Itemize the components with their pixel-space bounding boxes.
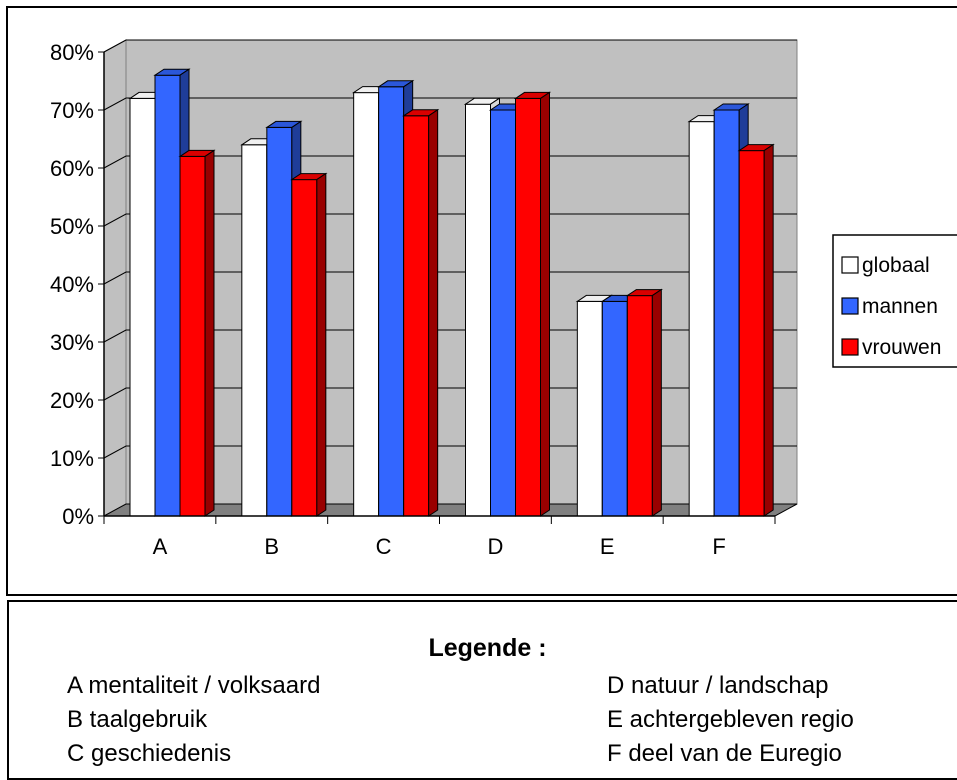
- bar-d-vrouwen: [513, 91, 552, 517]
- bar-front: [291, 179, 318, 517]
- y-tick-label: 40%: [50, 272, 94, 297]
- bar-side: [540, 91, 550, 517]
- category-legend-item-a: A mentaliteit / volksaard: [67, 672, 321, 699]
- bar-front: [266, 126, 293, 517]
- x-tick-label: D: [487, 534, 503, 559]
- bar-front: [465, 103, 491, 517]
- chart-svg: 0% 10% 20% 30% 40% 50% 60% 70% 80% A B C D E F globaal…: [6, 6, 957, 596]
- legend-label-globaal: globaal: [862, 254, 930, 277]
- gridline: [103, 213, 797, 227]
- x-tick-label: E: [600, 534, 615, 559]
- y-tick-label: 30%: [50, 330, 94, 355]
- bar-c-vrouwen: [402, 108, 440, 517]
- category-legend-item-c: C geschiedenis: [67, 740, 232, 767]
- bar-front: [241, 144, 268, 517]
- bar-front: [378, 86, 405, 517]
- y-tick-label: 0%: [62, 504, 94, 529]
- x-tick-label: B: [264, 534, 279, 559]
- bar-front: [713, 109, 740, 517]
- y-tick-label: 10%: [50, 446, 94, 471]
- category-legend-item-e: E achtergebleven regio: [607, 706, 854, 733]
- bar-front: [601, 300, 628, 517]
- gridline: [103, 329, 797, 343]
- legend-label-mannen: mannen: [862, 295, 938, 318]
- y-tick-label: 50%: [50, 214, 94, 239]
- category-legend-item-d: D natuur / landschap: [607, 672, 829, 699]
- bar-a-vrouwen: [178, 149, 216, 517]
- bar-front: [403, 115, 430, 517]
- bar-side: [428, 108, 439, 517]
- gridline: [103, 97, 797, 111]
- legend-swatch-vrouwen: [841, 338, 859, 356]
- bar-front: [688, 121, 715, 517]
- bar-side: [204, 149, 215, 517]
- legend-label-vrouwen: vrouwen: [862, 336, 941, 359]
- x-tick-label: A: [153, 534, 168, 559]
- y-tick-label: 80%: [50, 40, 94, 65]
- category-legend-item-f: F deel van de Euregio: [607, 740, 842, 767]
- bar-front: [129, 97, 156, 517]
- bar-front: [179, 155, 206, 517]
- gridline: [103, 39, 797, 53]
- bar-front: [626, 295, 653, 517]
- category-legend-item-b: B taalgebruik: [67, 706, 208, 733]
- gridline: [103, 155, 797, 169]
- bar-front: [738, 150, 765, 517]
- x-tick-label: F: [712, 534, 725, 559]
- y-tick-label: 70%: [50, 98, 94, 123]
- y-tick-label: 20%: [50, 388, 94, 413]
- gridline: [103, 271, 797, 285]
- bar-b-vrouwen: [290, 172, 328, 517]
- y-tick-label: 60%: [50, 156, 94, 181]
- gridline: [103, 445, 797, 459]
- bar-f-vrouwen: [737, 143, 775, 517]
- x-tick-label: C: [376, 534, 392, 559]
- legend-swatch-globaal: [841, 256, 859, 274]
- bar-side: [651, 288, 662, 517]
- bar-front: [490, 109, 516, 517]
- bar-side: [763, 143, 774, 517]
- bar-side: [316, 172, 327, 517]
- legend-swatch-mannen: [841, 297, 859, 315]
- bar-front: [353, 92, 380, 517]
- gridline: [103, 387, 797, 401]
- bar-front: [154, 74, 181, 517]
- bar-e-vrouwen: [625, 288, 663, 517]
- category-legend-title: Legende :: [428, 634, 547, 662]
- category-legend-box: Legende : A mentaliteit / volksaard B ta…: [7, 600, 957, 780]
- bar-front: [576, 300, 603, 517]
- bar-front: [515, 97, 541, 517]
